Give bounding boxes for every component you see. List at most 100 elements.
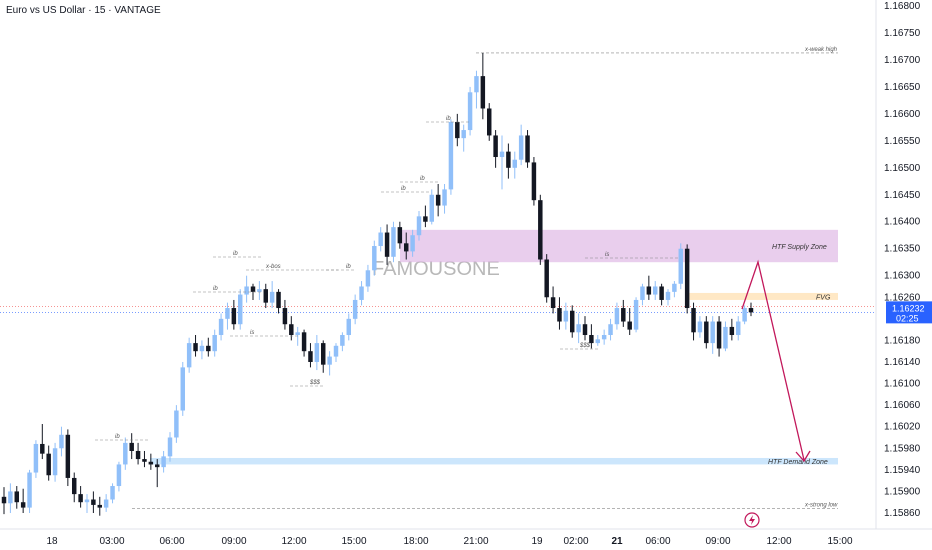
candle-body	[14, 491, 20, 503]
candle-body	[735, 321, 741, 336]
candle-body	[627, 321, 632, 330]
price-axis[interactable]: 1.16800 1.16750 1.16700 1.16650 1.16600 1.165…	[884, 1, 921, 519]
candle-body	[167, 437, 173, 457]
candle	[550, 286, 556, 314]
candle-body	[582, 324, 588, 336]
candle	[423, 205, 428, 228]
y-tick-label: 1.15940	[884, 465, 921, 476]
candle-body	[78, 494, 83, 503]
candle-body	[282, 308, 288, 325]
zone-2	[150, 457, 838, 465]
candle	[244, 275, 249, 303]
candle	[486, 103, 492, 141]
candle	[455, 113, 460, 147]
candle-body	[748, 308, 754, 313]
candle-body	[423, 216, 428, 222]
candle	[103, 494, 109, 512]
annotation-5: ib	[401, 186, 406, 192]
candle	[237, 289, 243, 330]
candle-body	[301, 332, 307, 352]
candle	[410, 229, 415, 257]
candle	[225, 302, 230, 330]
candle-body	[665, 291, 671, 300]
candle	[27, 469, 32, 513]
y-tick-label: 1.16650	[884, 82, 921, 93]
candle-body	[723, 326, 728, 349]
candle	[84, 494, 90, 513]
candle	[20, 488, 26, 513]
candle-body	[704, 321, 709, 344]
y-tick-label: 1.16600	[884, 109, 921, 120]
candle	[148, 453, 154, 470]
candle-body	[569, 310, 575, 333]
x-tick-label: 15:00	[341, 536, 366, 547]
x-tick-label: 02:00	[563, 536, 588, 547]
x-tick-label: 09:00	[221, 536, 246, 547]
candle-body	[589, 335, 594, 344]
y-tick-label: 1.16260	[884, 292, 921, 303]
alert-icon[interactable]	[744, 512, 760, 528]
candle-body	[359, 286, 364, 300]
candle	[429, 189, 435, 225]
candle	[372, 240, 377, 276]
x-tick-label: 03:00	[99, 536, 124, 547]
chart-title: Euro vs US Dollar · 15 · VANTAGE	[6, 5, 161, 16]
candle	[167, 432, 173, 462]
candle-body	[1, 496, 7, 504]
candle	[595, 335, 601, 346]
x-tick-label: 19	[531, 536, 543, 547]
candle	[735, 316, 741, 341]
candle-body	[512, 159, 518, 168]
candle	[78, 486, 83, 508]
candle	[531, 157, 537, 206]
y-tick-label: 1.16060	[884, 400, 921, 411]
candle-body	[193, 343, 198, 352]
candle	[614, 302, 620, 330]
candle-body	[697, 321, 703, 333]
candle	[525, 130, 530, 168]
candle	[729, 318, 735, 341]
candle	[467, 86, 473, 136]
candle-body	[397, 227, 403, 244]
candle-body	[206, 345, 211, 352]
candle-body	[46, 453, 51, 476]
candle-body	[33, 443, 39, 473]
time-axis[interactable]: 18 03:00 06:00 09:00 12:00 15:00 18:00 21:00 19 0…	[46, 536, 853, 547]
candle-body	[320, 343, 326, 365]
candle	[378, 227, 383, 252]
candle	[59, 426, 64, 457]
candle-body	[225, 308, 230, 319]
candle	[589, 324, 594, 349]
candle-body	[269, 291, 275, 303]
candle-body	[506, 151, 511, 168]
candle	[257, 281, 262, 300]
candle-body	[531, 162, 537, 201]
candle	[135, 442, 141, 465]
x-tick-label: 06:00	[159, 536, 184, 547]
candle-body	[65, 434, 71, 478]
candle-body	[486, 108, 492, 136]
y-tick-label: 1.16450	[884, 190, 921, 201]
y-tick-label: 1.15980	[884, 443, 921, 454]
candle	[621, 299, 626, 327]
candle-body	[199, 345, 205, 352]
candle	[276, 289, 281, 314]
y-tick-label: 1.16300	[884, 271, 921, 282]
candle	[569, 305, 575, 338]
candle-body	[416, 216, 422, 236]
x-tick-label: 15:00	[827, 536, 852, 547]
candle-body	[378, 232, 383, 247]
y-tick-label: 1.16020	[884, 422, 921, 433]
candle	[320, 340, 326, 373]
candle-body	[103, 499, 109, 508]
candle	[716, 316, 722, 357]
candle	[327, 351, 332, 376]
candle	[538, 194, 543, 265]
candle	[704, 316, 709, 349]
candle	[742, 305, 747, 325]
candle	[563, 302, 569, 330]
candle-body	[621, 308, 626, 322]
annotation-4: ib	[346, 264, 351, 270]
y-tick-label: 1.16550	[884, 136, 921, 147]
level-label-0: x-weak high	[804, 47, 838, 53]
